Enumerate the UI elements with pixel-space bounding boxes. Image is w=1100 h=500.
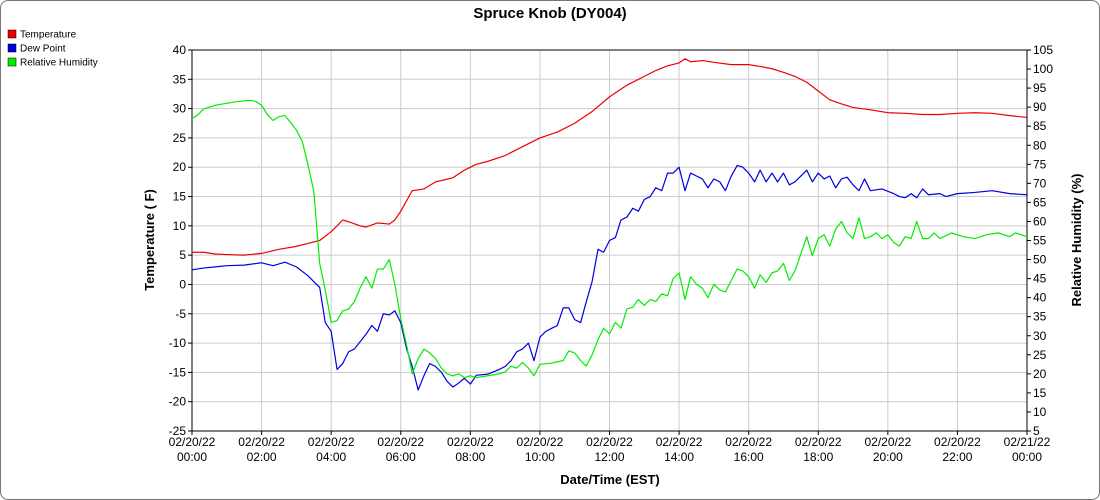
x-tick-date: 02/20/22 [308,435,355,449]
y2-tick-label: 85 [1033,119,1047,133]
y-tick-label: -20 [169,395,187,409]
x-tick-time: 20:00 [873,450,903,464]
y2-tick-label: 80 [1033,138,1047,152]
x-tick-date: 02/20/22 [447,435,494,449]
y-tick-label: 0 [179,277,186,291]
y-tick-label: -10 [169,336,187,350]
y2-tick-label: 20 [1033,367,1047,381]
legend-label-temperature: Temperature [20,30,77,41]
series-layer [191,58,1028,391]
y-tick-label: -15 [169,365,187,379]
x-tick-time: 06:00 [386,450,416,464]
y2-axis-title: Relative Humidity (%) [1069,174,1084,307]
y-tick-label: 30 [173,102,187,116]
x-tick-time: 04:00 [316,450,346,464]
x-tick-date: 02/20/22 [238,435,285,449]
y2-tick-label: 50 [1033,253,1047,267]
legend-label-relative-humidity: Relative Humidity [20,58,98,69]
y2-tick-label: 45 [1033,272,1047,286]
x-tick-date: 02/20/22 [864,435,911,449]
x-tick-time: 02:00 [247,450,277,464]
y2-tick-label: 10 [1033,405,1047,419]
x-tick-time: 12:00 [594,450,624,464]
legend-label-dew-point: Dew Point [20,44,66,55]
x-tick-time: 18:00 [803,450,833,464]
y-tick-label: 15 [173,190,187,204]
legend-swatch-temperature [7,29,17,39]
legend-swatch-dew-point [7,43,17,53]
x-tick-date: 02/20/22 [377,435,424,449]
x-tick-date: 02/21/22 [1004,435,1051,449]
series-line-temperature [192,58,1028,256]
y2-tick-label: 55 [1033,234,1047,248]
x-tick-date: 02/20/22 [586,435,633,449]
series-line-relative-humidity [191,99,1028,379]
y2-tick-label: 105 [1033,43,1053,57]
y-tick-label: -5 [175,307,186,321]
y2-tick-label: 100 [1033,62,1053,76]
y2-tick-label: 65 [1033,195,1047,209]
y-tick-label: -25 [169,424,187,438]
y-axis-title: Temperature ( F) [142,189,157,291]
x-axis-ticks: 02/20/2200:0002/20/2202:0002/20/2204:000… [169,431,1051,464]
x-tick-date: 02/20/22 [934,435,981,449]
y-tick-label: 10 [173,219,187,233]
y-tick-label: 20 [173,160,187,174]
x-tick-date: 02/20/22 [656,435,703,449]
x-tick-date: 02/20/22 [795,435,842,449]
y2-tick-label: 90 [1033,100,1047,114]
y-tick-label: 25 [173,131,187,145]
y2-tick-label: 30 [1033,329,1047,343]
series-line-dew-point [191,164,1028,391]
x-tick-time: 14:00 [664,450,694,464]
y2-axis-ticks: 1051009590858075706560555045403530252015… [1027,43,1053,438]
legend-swatch-relative-humidity [7,57,17,67]
x-tick-time: 22:00 [942,450,972,464]
x-tick-time: 10:00 [525,450,555,464]
y2-tick-label: 5 [1033,424,1040,438]
x-tick-time: 00:00 [177,450,207,464]
y2-tick-label: 25 [1033,348,1047,362]
y-axis-ticks: 40 35 30 25 20 15 10 5 0 -5 -10 -15 -20 -25 [169,43,192,438]
y2-tick-label: 35 [1033,310,1047,324]
x-tick-date: 02/20/22 [169,435,216,449]
x-axis-title: Date/Time (EST) [560,472,659,487]
y2-tick-label: 75 [1033,157,1047,171]
x-tick-time: 16:00 [734,450,764,464]
x-tick-date: 02/20/22 [725,435,772,449]
legend: Temperature Dew Point Relative Humidity [7,29,98,69]
x-tick-time: 00:00 [1012,450,1042,464]
y2-tick-label: 40 [1033,291,1047,305]
y2-tick-label: 70 [1033,176,1047,190]
chart-title: Spruce Knob (DY004) [473,5,626,22]
y2-tick-label: 60 [1033,214,1047,228]
y-tick-label: 40 [173,43,187,57]
y2-tick-label: 95 [1033,81,1047,95]
y2-tick-label: 15 [1033,386,1047,400]
y-tick-label: 35 [173,72,187,86]
x-tick-time: 08:00 [455,450,485,464]
y-tick-label: 5 [179,248,186,262]
x-tick-date: 02/20/22 [517,435,564,449]
